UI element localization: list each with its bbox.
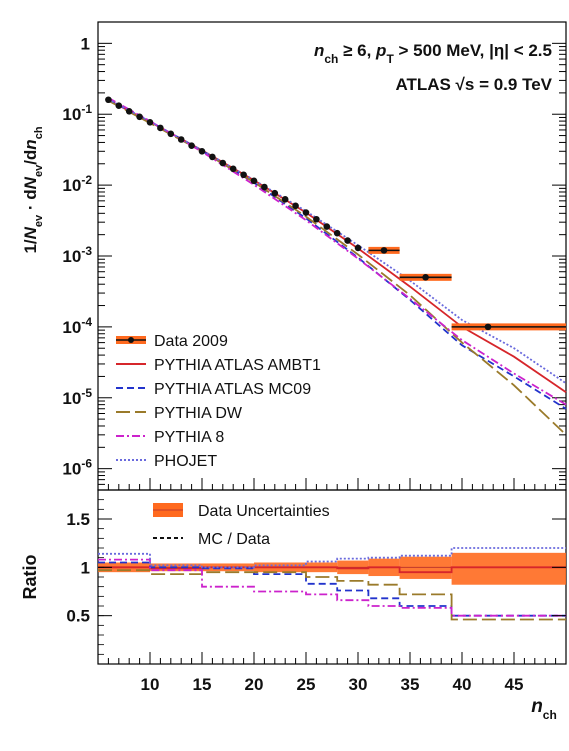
data-point xyxy=(240,171,247,179)
data-point xyxy=(125,107,133,115)
legend-label: PYTHIA ATLAS MC09 xyxy=(154,381,311,398)
data-point xyxy=(229,165,237,173)
data-point xyxy=(380,247,388,254)
x-tick-label: 10 xyxy=(141,675,160,694)
series-line xyxy=(107,97,567,406)
annotation-experiment: ATLAS √s = 0.9 TeV xyxy=(395,75,552,94)
series-line xyxy=(107,99,567,410)
legend-label: Data 2009 xyxy=(154,333,228,350)
legend-mc-label: MC / Data xyxy=(198,531,270,548)
data-point xyxy=(157,124,164,132)
data-point xyxy=(271,189,279,197)
data-point xyxy=(167,130,175,138)
ratio-y-tick-label: 0.5 xyxy=(66,607,90,626)
ratio-series-line xyxy=(98,561,566,617)
y-tick-label: 10-2 xyxy=(62,173,92,195)
x-tick-label: 45 xyxy=(505,675,524,694)
x-axis-label: nch xyxy=(531,696,557,722)
data-point xyxy=(344,237,351,244)
legend-band-label: Data Uncertainties xyxy=(198,503,330,520)
series-line xyxy=(107,99,567,436)
y-tick-label: 10-3 xyxy=(62,244,92,266)
y-tick-label: 10-4 xyxy=(62,315,92,337)
distribution-panel: 10-6 10-5 10-4 10-3 10-2 10-1 1 1/Nev · dNev/dn… xyxy=(21,21,567,491)
ratio-panel: 0.5 1 1.5 10 15 20 25 30 35 40 45 Ratio nch Data Unce… xyxy=(20,489,567,722)
series-line xyxy=(107,98,567,385)
data-point xyxy=(292,202,299,210)
data-point xyxy=(302,209,310,216)
legend-data-swatch-point xyxy=(128,337,134,343)
data-point xyxy=(313,215,320,223)
data-point xyxy=(261,183,268,191)
x-tick-label: 35 xyxy=(401,675,420,694)
data-point xyxy=(136,113,143,121)
data-point xyxy=(105,96,112,104)
data-point xyxy=(422,274,429,281)
ratio-series-line xyxy=(98,569,566,621)
data-point xyxy=(323,223,331,230)
x-tick-label: 20 xyxy=(245,675,264,694)
data-point xyxy=(177,136,185,143)
ratio-y-tick-label: 1.5 xyxy=(66,510,90,529)
ratio-series-line xyxy=(98,566,566,574)
y-axis-label: 1/Nev · dNev/dnch xyxy=(21,126,45,253)
ratio-series-line xyxy=(98,558,566,617)
data-point xyxy=(333,229,341,237)
data-point xyxy=(250,177,258,185)
y-tick-label: 10-5 xyxy=(62,386,92,408)
data-point xyxy=(484,323,492,331)
data-point xyxy=(115,102,123,109)
data-point xyxy=(219,159,227,167)
data-point xyxy=(188,142,195,149)
uncertainty-band-bin xyxy=(451,552,566,585)
data-point xyxy=(281,196,289,203)
annotation-cuts: nch ≥ 6, pT > 500 MeV, |η| < 2.5 xyxy=(314,41,552,66)
data-point xyxy=(354,244,362,252)
ratio-y-axis-label: Ratio xyxy=(20,554,40,599)
data-point xyxy=(209,153,216,161)
legend-label: PYTHIA DW xyxy=(154,405,243,422)
ratio-y-tick-label: 1 xyxy=(81,558,90,577)
y-tick-label: 10-1 xyxy=(62,102,92,124)
legend-label: PYTHIA ATLAS AMBT1 xyxy=(154,357,321,374)
data-point xyxy=(198,147,206,155)
y-tick-label: 1 xyxy=(81,34,90,53)
legend-label: PYTHIA 8 xyxy=(154,429,224,446)
legend-label: PHOJET xyxy=(154,453,217,470)
x-tick-label: 40 xyxy=(453,675,472,694)
x-tick-label: 25 xyxy=(297,675,316,694)
y-tick-label: 10-6 xyxy=(62,457,92,479)
x-tick-label: 30 xyxy=(349,675,368,694)
x-tick-label: 15 xyxy=(193,675,212,694)
data-point xyxy=(146,118,154,126)
